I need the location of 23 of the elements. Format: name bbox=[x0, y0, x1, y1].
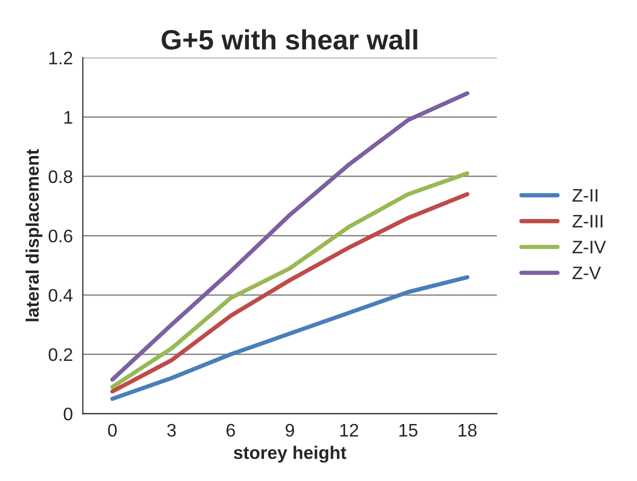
y-tick-label: 1 bbox=[64, 111, 72, 124]
x-tick-label: 12 bbox=[340, 424, 358, 436]
y-tick-label: 0 bbox=[64, 408, 72, 420]
y-tick-label: 0.8 bbox=[48, 170, 72, 184]
y-axis-title: lateral displacement bbox=[26, 149, 42, 322]
legend-label: Z-IV bbox=[572, 240, 606, 254]
legend-label: Z-III bbox=[572, 215, 602, 228]
x-axis-title: storey height bbox=[234, 446, 346, 463]
chart-title: G+5 with shear wall bbox=[162, 29, 418, 50]
x-tick-label: 18 bbox=[458, 424, 477, 437]
x-tick-label: 15 bbox=[399, 424, 418, 437]
line-series bbox=[110, 91, 470, 382]
legend-label: Z-V bbox=[572, 266, 601, 280]
x-tick-label: 0 bbox=[108, 424, 117, 437]
y-tick-label: 0.2 bbox=[48, 348, 72, 362]
y-tick-label: 0.6 bbox=[48, 230, 72, 242]
y-tick-label: 0.4 bbox=[48, 288, 73, 302]
y-tick-label: 1.2 bbox=[49, 52, 72, 64]
x-tick-label: 3 bbox=[167, 424, 176, 437]
legend-label: Z-II bbox=[572, 189, 598, 202]
line-series bbox=[110, 275, 470, 401]
x-tick-label: 9 bbox=[286, 424, 294, 437]
x-tick-label: 6 bbox=[226, 424, 235, 437]
